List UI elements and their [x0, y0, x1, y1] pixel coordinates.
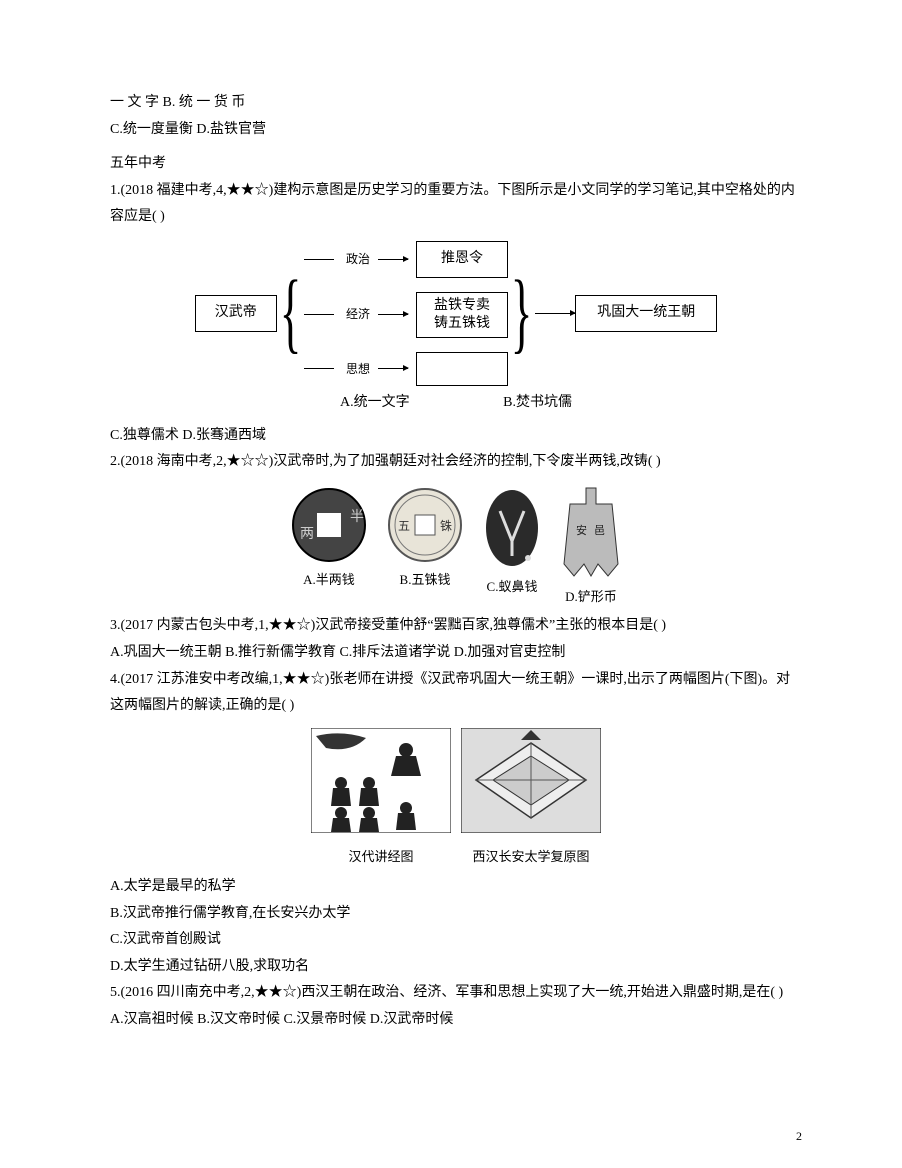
coin-spade-icon: 安 邑 — [560, 486, 622, 581]
q1-diagram: 汉武帝 { 政治 推恩令 经济 盐铁专卖 铸五铢钱 思想 — [110, 241, 802, 386]
branch2-label: 经济 — [342, 303, 370, 326]
q1-options-ab: A.统一文字 B.焚书坑儒 — [110, 390, 802, 417]
q5-stem: 5.(2016 四川南充中考,2,★★☆)西汉王朝在政治、经济、军事和思想上实现… — [110, 980, 802, 1007]
top-fragment-2: C.统一度量衡 D.盐铁官营 — [110, 117, 802, 144]
page: 一 文 字 B. 统 一 货 币 C.统一度量衡 D.盐铁官营 五年中考 1.(… — [0, 0, 902, 1168]
q5-options: A.汉高祖时候 B.汉文帝时候 C.汉景帝时候 D.汉武帝时候 — [110, 1007, 802, 1034]
coin-round-square-hole-icon: 五 铢 — [386, 486, 464, 564]
branch1-box: 推恩令 — [416, 241, 508, 278]
q4-caption-left: 汉代讲经图 — [311, 845, 451, 870]
section-title: 五年中考 — [110, 151, 802, 178]
left-brace-icon: { — [280, 258, 302, 368]
svg-text:两: 两 — [300, 527, 314, 542]
lecture-scene-icon — [311, 728, 451, 833]
diagram-branches: 政治 推恩令 经济 盐铁专卖 铸五铢钱 思想 — [304, 241, 508, 386]
coin-round-square-hole-icon: 半 两 — [290, 486, 368, 564]
arrow-icon — [535, 313, 575, 314]
page-number: 2 — [796, 1125, 802, 1148]
svg-text:安: 安 — [576, 523, 587, 537]
top-fragment-1: 一 文 字 B. 统 一 货 币 — [110, 90, 802, 117]
svg-text:铢: 铢 — [440, 518, 452, 533]
coin-a-label: A.半两钱 — [290, 568, 368, 593]
svg-text:五: 五 — [398, 519, 410, 533]
q3-options: A.巩固大一统王朝 B.推行新儒学教育 C.排斥法道诸学说 D.加强对官吏控制 — [110, 640, 802, 667]
arrow-icon — [378, 259, 408, 260]
q4-stem: 4.(2017 江苏淮安中考改编,1,★★☆)张老师在讲授《汉武帝巩固大一统王朝… — [110, 667, 802, 720]
q4-image-left: 汉代讲经图 — [311, 728, 451, 870]
svg-text:半: 半 — [350, 509, 364, 525]
building-aerial-icon — [461, 728, 601, 833]
svg-text:邑: 邑 — [594, 524, 605, 537]
coin-d-label: D.铲形币 — [560, 585, 622, 610]
right-brace-icon: } — [511, 258, 533, 368]
q3-stem: 3.(2017 内蒙古包头中考,1,★★☆)汉武帝接受董仲舒“罢黜百家,独尊儒术… — [110, 613, 802, 640]
q4-option-d: D.太学生通过钻研八股,求取功名 — [110, 954, 802, 981]
branch1-label: 政治 — [342, 248, 370, 271]
q1-stem: 1.(2018 福建中考,4,★★☆)建构示意图是历史学习的重要方法。下图所示是… — [110, 178, 802, 231]
q1-option-b: B.焚书坑儒 — [503, 390, 572, 417]
branch2-box: 盐铁专卖 铸五铢钱 — [416, 292, 508, 338]
coin-b: 五 铢 B.五铢钱 — [386, 486, 464, 610]
q2-stem: 2.(2018 海南中考,2,★☆☆)汉武帝时,为了加强朝廷对社会经济的控制,下… — [110, 449, 802, 476]
q4-image-right: 西汉长安太学复原图 — [461, 728, 601, 870]
q4-images: 汉代讲经图 西汉长安太学复原图 — [110, 728, 802, 870]
coin-c-label: C.蚁鼻钱 — [482, 575, 542, 600]
coin-b-label: B.五铢钱 — [386, 568, 464, 593]
branch-line — [304, 259, 334, 260]
arrow-icon — [378, 314, 408, 315]
coin-a: 半 两 A.半两钱 — [290, 486, 368, 610]
diagram-root-box: 汉武帝 — [195, 295, 277, 332]
diagram-result-box: 巩固大一统王朝 — [575, 295, 717, 332]
coin-d: 安 邑 D.铲形币 — [560, 486, 622, 610]
coin-oval-icon — [482, 486, 542, 571]
q4-option-a: A.太学是最早的私学 — [110, 874, 802, 901]
q1-options-cd: C.独尊儒术 D.张骞通西域 — [110, 423, 802, 450]
q4-option-b: B.汉武帝推行儒学教育,在长安兴办太学 — [110, 901, 802, 928]
q4-option-c: C.汉武帝首创殿试 — [110, 927, 802, 954]
branch-line — [304, 368, 334, 369]
coin-c: C.蚁鼻钱 — [482, 486, 542, 610]
branch3-box-empty — [416, 352, 508, 386]
branch-line — [304, 314, 334, 315]
branch3-label: 思想 — [342, 358, 370, 381]
q2-coin-images: 半 两 A.半两钱 五 铢 B.五铢钱 C.蚁鼻钱 — [110, 486, 802, 610]
arrow-icon — [378, 368, 408, 369]
q1-option-a: A.统一文字 — [340, 390, 410, 417]
q4-caption-right: 西汉长安太学复原图 — [461, 845, 601, 870]
